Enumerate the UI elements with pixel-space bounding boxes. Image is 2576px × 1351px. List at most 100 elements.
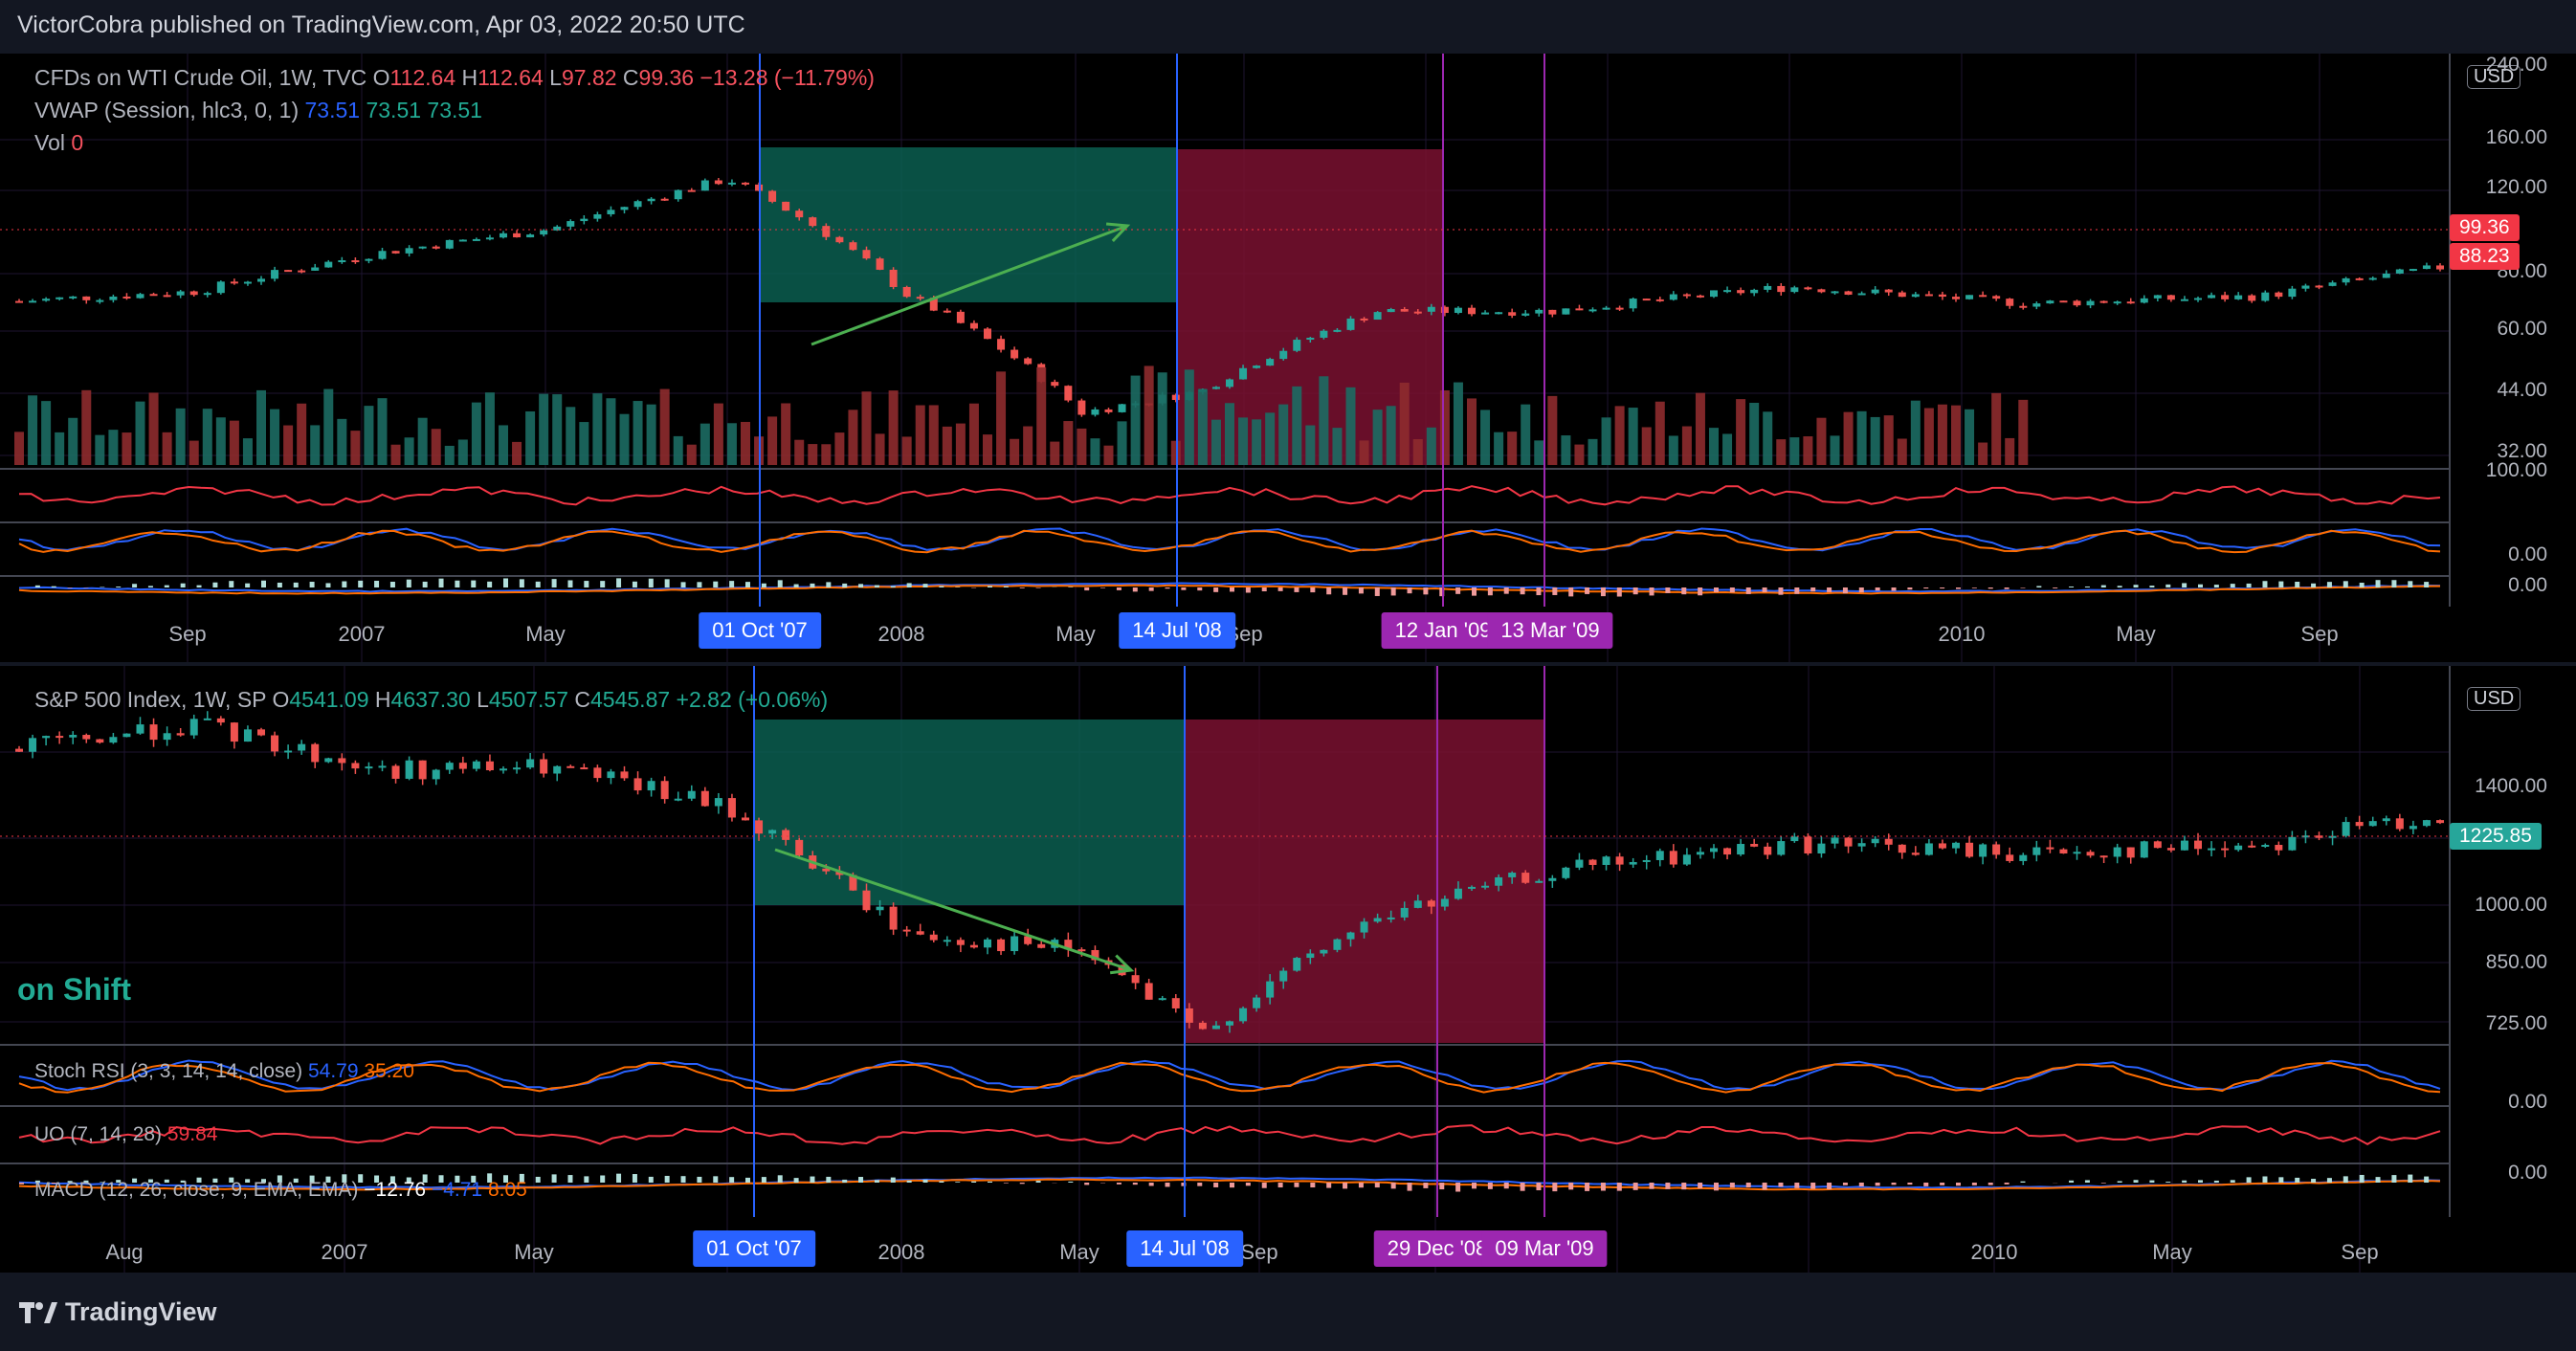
- candle-body: [943, 310, 951, 313]
- oil-currency-tag[interactable]: USD: [2467, 65, 2521, 89]
- candle-body: [1346, 932, 1355, 940]
- oil-ytick: 44.00: [2497, 379, 2547, 401]
- candle-body: [1495, 312, 1503, 315]
- volume-bar: [1252, 419, 1262, 465]
- macd-histogram-bar: [2359, 583, 2365, 587]
- macd-histogram-bar: [1665, 587, 1671, 593]
- volume-bar: [1937, 404, 1947, 465]
- candle-body: [2395, 818, 2404, 830]
- brand-name: TradingView: [65, 1297, 217, 1326]
- tradingview-logo[interactable]: TradingView: [19, 1297, 217, 1327]
- volume-bar: [1170, 440, 1181, 465]
- oil-chart-panel[interactable]: CFDs on WTI Crude Oil, 1W, TVC O112.64 H…: [0, 54, 2576, 662]
- candle-body: [1804, 287, 1812, 290]
- macd-histogram-bar: [2036, 586, 2042, 587]
- macd-histogram-bar: [2149, 586, 2155, 587]
- volume-bar: [875, 433, 885, 465]
- volume-bar: [646, 404, 656, 465]
- macd-histogram-bar: [1374, 1183, 1380, 1188]
- macd-line: [18, 582, 2441, 593]
- candle-body: [809, 217, 817, 227]
- spx-chart-canvas[interactable]: [0, 666, 2576, 1273]
- macd-histogram-bar: [600, 1175, 606, 1183]
- volume-bar: [1910, 400, 1921, 465]
- macd-histogram-bar: [51, 1183, 56, 1185]
- macd-histogram-bar: [2165, 1182, 2171, 1183]
- volume-bar: [1534, 440, 1544, 465]
- macd-histogram-bar: [1568, 1183, 1574, 1190]
- macd-histogram-bar: [810, 583, 815, 587]
- candle-body: [1924, 843, 1933, 855]
- candle-body: [1737, 290, 1745, 294]
- spx-chart-panel[interactable]: S&P 500 Index, 1W, SP O4541.09 H4637.30 …: [0, 666, 2576, 1273]
- candle-body: [109, 737, 118, 743]
- candle-body: [1387, 917, 1395, 919]
- candle-body: [2194, 840, 2202, 850]
- spx-xtick: May: [1059, 1240, 1099, 1264]
- volume-bar: [1077, 428, 1087, 465]
- vwap-value-3: 73.51: [427, 98, 482, 122]
- candle-body: [257, 729, 265, 736]
- candle-body: [1629, 861, 1637, 865]
- oil-marker-oct-07: 01 Oct '07: [699, 612, 821, 649]
- candle-body: [1454, 888, 1462, 899]
- oil-chart-canvas[interactable]: [0, 54, 2576, 662]
- candle-body: [1293, 340, 1301, 351]
- volume-bar: [1386, 406, 1396, 465]
- candle-body: [1037, 943, 1046, 948]
- volume-bar: [928, 405, 939, 465]
- volume-bar: [1965, 409, 1975, 465]
- macd-histogram-bar: [2295, 582, 2300, 587]
- candle-body: [1884, 838, 1893, 845]
- candle-body: [540, 759, 548, 774]
- stoch-d-line: [18, 529, 2441, 554]
- macd-histogram-bar: [34, 585, 40, 587]
- candle-body: [1508, 312, 1517, 316]
- candle-body: [2315, 285, 2323, 288]
- volume-bar: [1144, 365, 1154, 465]
- candle-body: [2328, 282, 2337, 286]
- oil-symbol: CFDs on WTI Crude Oil, 1W, TVC: [34, 65, 367, 90]
- candle-body: [1521, 313, 1530, 316]
- macd-histogram-bar: [729, 1177, 735, 1183]
- volume-bar: [122, 432, 132, 465]
- macd-histogram-bar: [2311, 1179, 2317, 1183]
- candle-body: [1602, 307, 1610, 310]
- macd-histogram-bar: [438, 1175, 444, 1183]
- macd-histogram-bar: [261, 1179, 266, 1183]
- volume-bar: [1803, 436, 1813, 465]
- macd-histogram-bar: [1439, 587, 1445, 597]
- volume-bar: [2018, 399, 2029, 465]
- volume-bar: [512, 441, 522, 465]
- candle-body: [1710, 290, 1718, 298]
- candle-body: [2059, 849, 2068, 853]
- candle-body: [540, 230, 548, 235]
- macd-histogram-bar: [147, 1179, 153, 1183]
- candle-body: [700, 180, 709, 191]
- macd-histogram-bar: [1390, 587, 1396, 596]
- volume-bar: [1305, 425, 1316, 465]
- candle-body: [742, 817, 749, 821]
- oil-marker-jul-08: 14 Jul '08: [1119, 612, 1235, 649]
- spx-xtick: Sep: [2341, 1240, 2379, 1264]
- macd-histogram-bar: [713, 581, 719, 587]
- oil-high-value: 112.64: [477, 65, 544, 90]
- oil-vwap-price-tag: 88.23: [2450, 243, 2520, 270]
- volume-bar: [726, 423, 737, 465]
- candle-body: [2126, 847, 2135, 858]
- volume-bar: [1319, 376, 1329, 465]
- macd-legend: MACD (12, 26, close, 9, EMA, EMA) −12.76…: [34, 1179, 527, 1202]
- volume-bar: [41, 401, 52, 465]
- spx-ohlc-legend: S&P 500 Index, 1W, SP O4541.09 H4637.30 …: [34, 687, 828, 713]
- macd-histogram-bar: [1181, 1183, 1187, 1186]
- candle-body: [782, 830, 790, 840]
- macd-histogram-bar: [293, 1178, 299, 1183]
- macd-signal-value: 8.05: [487, 1179, 527, 1201]
- candle-body: [1844, 837, 1853, 847]
- candle-body: [687, 790, 696, 799]
- candle-body: [1548, 309, 1557, 315]
- spx-currency-tag[interactable]: USD: [2467, 687, 2521, 711]
- macd-histogram-bar: [2326, 1178, 2332, 1183]
- macd-histogram-bar: [261, 580, 266, 587]
- macd-histogram-bar: [1390, 1183, 1396, 1189]
